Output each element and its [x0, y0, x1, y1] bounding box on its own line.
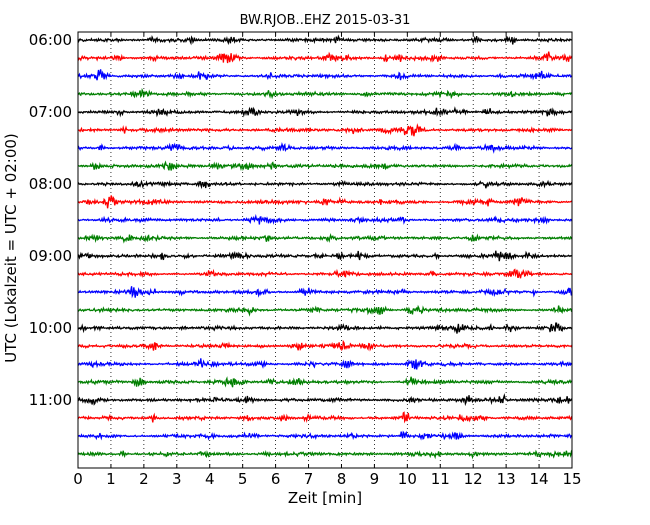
trace-line: [77, 142, 573, 154]
x-tick-label: 13: [497, 470, 516, 488]
x-tick-label: 7: [304, 470, 314, 488]
x-tick-label: 3: [172, 470, 182, 488]
trace-line: [77, 268, 573, 279]
plot-area-frame: [77, 31, 573, 469]
trace-line: [77, 88, 573, 100]
chart-title: BW.RJOB..EHZ 2015-03-31: [240, 13, 411, 28]
trace-line: [77, 286, 573, 299]
y-tick-label: 08:00: [29, 175, 72, 193]
trace-line: [77, 392, 573, 407]
x-tick-label: 9: [370, 470, 380, 488]
seismic-traces: [77, 34, 573, 460]
x-axis-ticks: 0 1 2 3 4 5 6 7 8 9 10 11 12 13 14 15: [73, 32, 582, 488]
trace-line: [77, 304, 573, 317]
y-tick-label: 10:00: [29, 319, 72, 337]
x-tick-label: 10: [398, 470, 417, 488]
y-tick-label: 11:00: [29, 391, 72, 409]
trace-line: [77, 179, 573, 190]
x-tick-label: 1: [106, 470, 116, 488]
trace-line: [77, 213, 573, 225]
trace-line: [77, 376, 573, 388]
x-tick-label: 5: [238, 470, 248, 488]
y-axis-label: UTC (Lokalzeit = UTC + 02:00): [2, 133, 20, 363]
trace-line: [77, 449, 573, 460]
x-tick-label: 14: [530, 470, 549, 488]
trace-line: [77, 250, 572, 262]
x-tick-label: 12: [464, 470, 483, 488]
trace-line: [77, 358, 573, 370]
x-tick-label: 6: [271, 470, 281, 488]
x-tick-label: 15: [562, 470, 581, 488]
x-tick-label: 11: [431, 470, 450, 488]
y-tick-label: 09:00: [29, 247, 72, 265]
x-tick-label: 8: [337, 470, 347, 488]
trace-line: [77, 51, 573, 64]
x-tick-label: 0: [73, 470, 83, 488]
y-axis-ticks: 06:00 07:00 08:00 09:00 10:00 11:00: [29, 31, 572, 409]
trace-line: [77, 195, 573, 209]
x-axis-label: Zeit [min]: [288, 489, 362, 507]
trace-line: [77, 233, 573, 244]
trace-line: [77, 411, 573, 424]
y-tick-label: 06:00: [29, 31, 72, 49]
y-tick-label: 07:00: [29, 103, 72, 121]
trace-line: [77, 430, 573, 441]
x-tick-label: 4: [205, 470, 215, 488]
x-tick-label: 2: [139, 470, 149, 488]
trace-line: [77, 123, 573, 137]
trace-line: [77, 160, 573, 172]
trace-line: [77, 34, 573, 46]
trace-line: [77, 106, 573, 118]
trace-line: [77, 69, 573, 81]
trace-line: [77, 322, 573, 334]
x-gridlines: [110, 32, 540, 468]
trace-line: [77, 339, 573, 352]
